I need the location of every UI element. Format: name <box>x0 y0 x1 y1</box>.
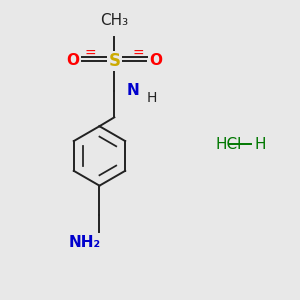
Text: HCl: HCl <box>215 136 242 152</box>
Text: H: H <box>147 91 158 105</box>
Text: H: H <box>254 136 266 152</box>
Text: O: O <box>66 53 79 68</box>
Text: =: = <box>132 46 144 60</box>
Text: S: S <box>108 52 120 70</box>
Text: CH₃: CH₃ <box>100 13 128 28</box>
Text: =: = <box>85 46 96 60</box>
Text: NH₂: NH₂ <box>68 235 101 250</box>
Text: O: O <box>149 53 162 68</box>
Text: N: N <box>126 83 139 98</box>
